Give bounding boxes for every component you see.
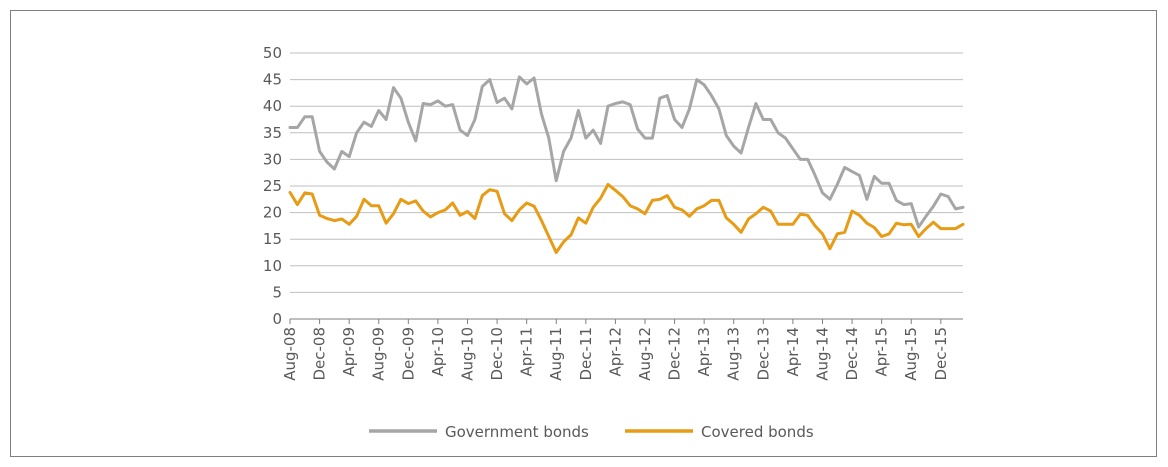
x-tick-label: Dec-14 <box>843 327 861 381</box>
x-tick-label: Dec-13 <box>754 327 772 381</box>
x-tick-label: Aug-12 <box>636 327 654 381</box>
x-tick-label: Aug-08 <box>281 327 299 381</box>
x-tick-label: Apr-15 <box>873 327 891 377</box>
legend-label: Government bonds <box>445 423 589 441</box>
x-tick-label: Aug-13 <box>725 327 743 381</box>
x-tick-label: Apr-13 <box>695 327 713 377</box>
series-line-government-bonds <box>288 75 965 229</box>
legend: Government bonds Covered bonds <box>369 423 814 441</box>
x-axis-tick-labels: Aug-08 Dec-08 Apr-09 Aug-09 Dec-09 Apr-10 Aug-… <box>281 327 950 381</box>
x-tick-label: Dec-10 <box>488 327 506 381</box>
y-tick-label: 45 <box>263 71 282 89</box>
x-tick-label: Apr-11 <box>518 327 536 377</box>
y-tick-label: 0 <box>272 310 282 328</box>
legend-label: Covered bonds <box>701 423 814 441</box>
y-tick-label: 30 <box>263 150 282 168</box>
y-tick-label: 20 <box>263 204 282 222</box>
series-line-covered-bonds <box>288 182 965 254</box>
x-tick-label: Dec-08 <box>311 327 329 381</box>
y-tick-label: 40 <box>263 97 282 115</box>
y-tick-label: 25 <box>263 177 282 195</box>
x-tick-label: Apr-09 <box>340 327 358 377</box>
y-tick-label: 15 <box>263 230 282 248</box>
x-tick-label: Dec-11 <box>577 327 595 381</box>
y-tick-label: 5 <box>272 283 282 301</box>
x-tick-label: Aug-11 <box>547 327 565 381</box>
x-tick-label: Dec-15 <box>932 327 950 381</box>
series-lines <box>288 75 965 254</box>
x-tick-label: Aug-15 <box>902 327 920 381</box>
y-tick-label: 35 <box>263 124 282 142</box>
x-axis <box>289 318 963 324</box>
x-tick-label: Apr-10 <box>429 327 447 377</box>
chart-frame <box>10 10 1157 457</box>
x-tick-label: Aug-14 <box>813 327 831 381</box>
x-tick-label: Dec-12 <box>666 327 684 381</box>
x-tick-label: Apr-14 <box>784 327 802 377</box>
x-tick-label: Dec-09 <box>399 327 417 381</box>
x-tick-label: Aug-09 <box>370 327 388 381</box>
y-tick-label: 50 <box>263 44 282 62</box>
y-axis-tick-labels: 0 5 10 15 20 25 30 35 40 45 50 <box>263 44 282 328</box>
x-tick-label: Apr-12 <box>606 327 624 377</box>
y-tick-label: 10 <box>263 257 282 275</box>
x-tick-label: Aug-10 <box>458 327 476 381</box>
